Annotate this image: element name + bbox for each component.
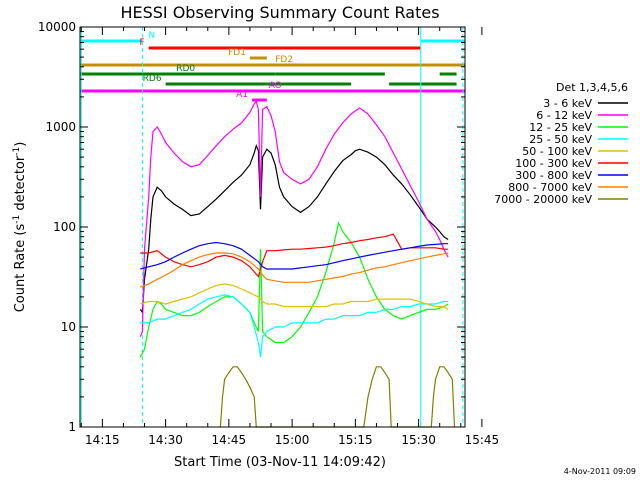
legend-label-3-6-kev: 3 - 6 keV	[543, 97, 592, 110]
y-axis: 1 10 100 1000 10000	[38, 20, 465, 434]
x-tick-label: 14:15	[85, 433, 120, 447]
legend-label-12-25-kev: 12 - 25 keV	[529, 121, 592, 134]
y-tick-label: 1	[68, 420, 76, 434]
x-tick-label: 14:30	[148, 433, 183, 447]
x-tick-label: 15:45	[465, 433, 500, 447]
flag-label-fd2: FD2	[275, 55, 293, 65]
x-axis-label: Start Time (03-Nov-11 14:09:42)	[174, 455, 386, 470]
x-tick-label: 15:15	[338, 433, 373, 447]
flag-label-fd1: FD1	[228, 48, 246, 58]
legend-label-6-12-kev: 6 - 12 keV	[536, 109, 592, 122]
series-line-6-12-kev	[139, 100, 449, 337]
flag-label-n: N	[148, 31, 155, 41]
legend-label-25-50-kev: 25 - 50 keV	[529, 133, 592, 146]
chart-title: HESSI Observing Summary Count Rates	[120, 3, 439, 22]
legend-label-800-7000-kev: 800 - 7000 keV	[508, 181, 592, 194]
x-axis: 14:15 14:30 14:45 15:00 15:15 15:30 15:45	[80, 27, 500, 447]
y-tick-label: 10000	[38, 20, 76, 34]
series-line-25-50-kev	[140, 294, 449, 358]
x-tick-label: 14:45	[212, 433, 247, 447]
flag-label-ao: AO	[269, 81, 282, 91]
y-tick-label: 100	[53, 220, 76, 234]
series-line-12-25-kev	[139, 221, 449, 358]
series-line-7000-20000-kev	[219, 366, 456, 428]
legend-label-50-100-kev: 50 - 100 keV	[522, 145, 592, 158]
legend-label-7000-20000-kev: 7000 - 20000 keV	[494, 193, 592, 206]
flag-label-rd0: RD0	[176, 64, 195, 74]
series-line-50-100-kev	[140, 283, 449, 310]
y-tick-label: 10	[61, 320, 76, 334]
flag-label-a1: A1	[236, 90, 248, 100]
series-line-100-300-kev	[140, 233, 449, 278]
date-stamp: 4-Nov-2011 09:09	[564, 467, 636, 476]
x-tick-label: 15:00	[275, 433, 310, 447]
x-tick-label: 15:30	[401, 433, 436, 447]
legend-label-300-800-kev: 300 - 800 keV	[515, 169, 592, 182]
flag-bars: NFFD1FD2RD0RD6AOA1	[80, 31, 465, 102]
series-line-800-7000-kev	[140, 252, 449, 288]
flag-label-rd6: RD6	[143, 74, 162, 84]
series-line-3-6-kev	[139, 143, 449, 315]
series-lines	[139, 100, 456, 428]
series-line-300-800-kev	[140, 241, 449, 270]
legend-label-100-300-kev: 100 - 300 keV	[515, 157, 592, 170]
legend-title: Det 1,3,4,5,6	[556, 81, 628, 94]
y-axis-label: Count Rate (s-1 detector-1)	[12, 142, 28, 313]
y-tick-label: 1000	[45, 120, 76, 134]
